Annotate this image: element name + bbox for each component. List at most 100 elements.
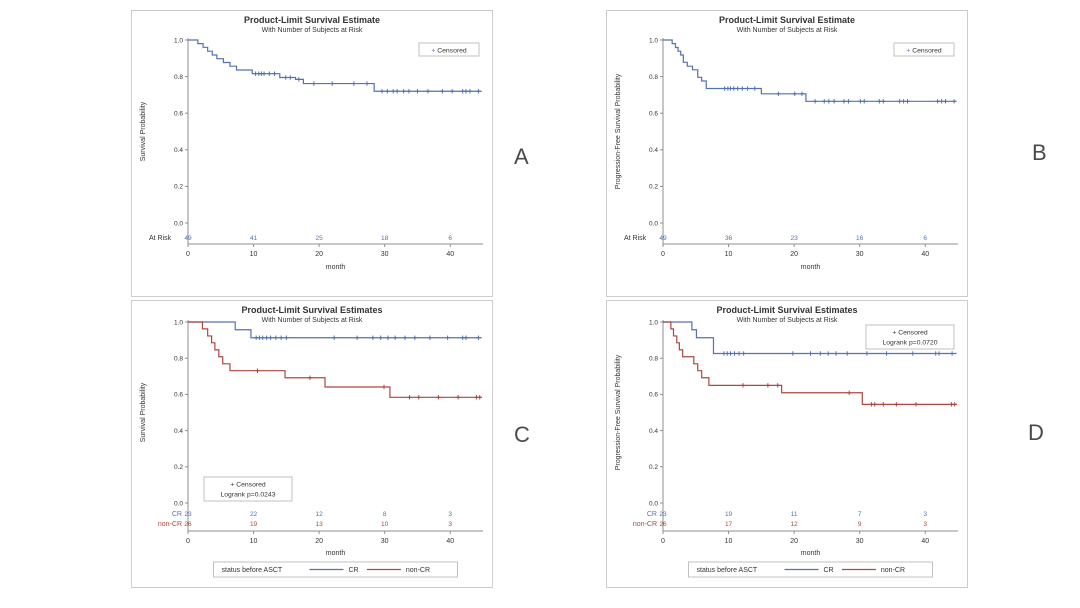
at-risk-value: 17 [725,521,733,528]
at-risk-value: 3 [923,511,927,518]
at-risk-row-label: CR [647,511,657,518]
at-risk-label: At Risk [624,235,647,242]
at-risk-value: 26 [184,521,192,528]
y-tick-label: 0.4 [174,147,183,154]
at-risk-row-label: non-CR [633,521,657,528]
chart-subtitle: With Number of Subjects at Risk [262,27,363,34]
y-tick-label: 0.8 [649,356,658,363]
survival-curve-non-CR [663,321,957,405]
at-risk-value: 12 [315,511,323,518]
at-risk-value: 7 [858,511,862,518]
panel-border [131,10,493,297]
y-tick-label: 0.6 [649,392,658,399]
at-risk-row-label: non-CR [158,521,182,528]
km-plot-overall-survival: Product-Limit Survival Estimate With Numb… [131,10,493,297]
at-risk-value: 12 [790,521,798,528]
x-tick-label: 40 [921,538,929,545]
y-tick-label: 0.8 [649,74,658,81]
logrank-pvalue: Logrank p=0.0720 [883,340,938,347]
x-tick-label: 30 [856,538,864,545]
panel-label-a: A [514,144,529,169]
at-risk-value: 22 [250,511,258,518]
chart-title: Product-Limit Survival Estimates [241,305,382,315]
censored-legend: + Censored [906,48,942,55]
logrank-pvalue: Logrank p=0.0243 [221,492,276,499]
y-tick-label: 0.6 [174,392,183,399]
at-risk-label: At Risk [149,235,172,242]
at-risk-value: 16 [856,235,864,242]
survival-curve-CR [663,321,957,355]
km-plot-pfs-by-group: Product-Limit Survival Estimates With Num… [606,300,968,588]
at-risk-value: 6 [923,235,927,242]
x-tick-label: 0 [661,538,665,545]
y-tick-label: 0.2 [174,184,183,191]
survival-curve-CR [188,321,482,339]
x-tick-label: 20 [790,538,798,545]
x-tick-label: 20 [315,538,323,545]
km-plot-survival-by-group: Product-Limit Survival Estimates With Num… [131,300,493,588]
at-risk-value: 11 [791,511,798,518]
chart-title: Product-Limit Survival Estimate [719,15,855,25]
x-tick-label: 0 [186,538,190,545]
y-tick-label: 1.0 [649,319,658,326]
x-tick-label: 30 [381,538,389,545]
y-axis-title: Progression-Free Survival Probability [615,354,622,470]
censored-legend-box [203,476,293,502]
y-tick-label: 0.6 [174,111,183,118]
x-axis-title: month [326,550,346,557]
group-legend-entry: CR [824,567,834,574]
at-risk-value: 49 [184,235,192,242]
at-risk-value: 3 [923,521,927,528]
at-risk-value: 3 [448,521,452,528]
x-tick-label: 10 [250,251,258,258]
x-tick-label: 0 [661,251,665,258]
panel-label-c: C [514,422,530,447]
at-risk-value: 19 [250,521,258,528]
panel-label-d: D [1028,420,1044,445]
at-risk-row-label: CR [172,511,182,518]
panel-border [606,10,968,297]
group-legend-title: status before ASCT [222,567,283,574]
at-risk-value: 23 [184,511,192,518]
x-tick-label: 0 [186,251,190,258]
x-tick-label: 40 [446,538,454,545]
at-risk-value: 23 [659,511,667,518]
chart-title: Product-Limit Survival Estimates [716,305,857,315]
y-tick-label: 1.0 [174,37,183,44]
at-risk-value: 49 [659,235,667,242]
x-tick-label: 20 [315,251,323,258]
y-tick-label: 0.0 [174,220,183,227]
group-legend-entry: non-CR [881,567,905,574]
y-tick-label: 1.0 [649,37,658,44]
at-risk-value: 36 [725,235,733,242]
chart-title: Product-Limit Survival Estimate [244,15,380,25]
y-tick-label: 0.0 [649,500,658,507]
at-risk-value: 13 [315,521,323,528]
y-tick-label: 0.2 [174,464,183,471]
y-axis-title: Survival Probability [140,382,147,442]
panel-border [131,300,493,588]
x-tick-label: 40 [921,251,929,258]
y-tick-label: 0.4 [649,428,658,435]
x-tick-label: 30 [381,251,389,258]
y-tick-label: 0.0 [649,220,658,227]
y-tick-label: 0.4 [174,428,183,435]
y-tick-label: 1.0 [174,319,183,326]
survival-curve-all [663,39,957,102]
x-axis-title: month [801,264,821,271]
at-risk-value: 41 [250,235,258,242]
censored-legend-box [865,324,955,350]
y-axis-title: Progression-Free Survival Probability [615,73,622,189]
censored-legend: + Censored [892,330,928,337]
y-tick-label: 0.2 [649,184,658,191]
group-legend-entry: CR [349,567,359,574]
x-tick-label: 40 [446,251,454,258]
censored-legend: + Censored [230,482,266,489]
x-axis-title: month [801,550,821,557]
censored-legend: + Censored [431,48,467,55]
y-axis-title: Survival Probability [140,101,147,161]
group-legend-entry: non-CR [406,567,430,574]
at-risk-value: 10 [381,521,389,528]
survival-curve-non-CR [188,321,482,398]
